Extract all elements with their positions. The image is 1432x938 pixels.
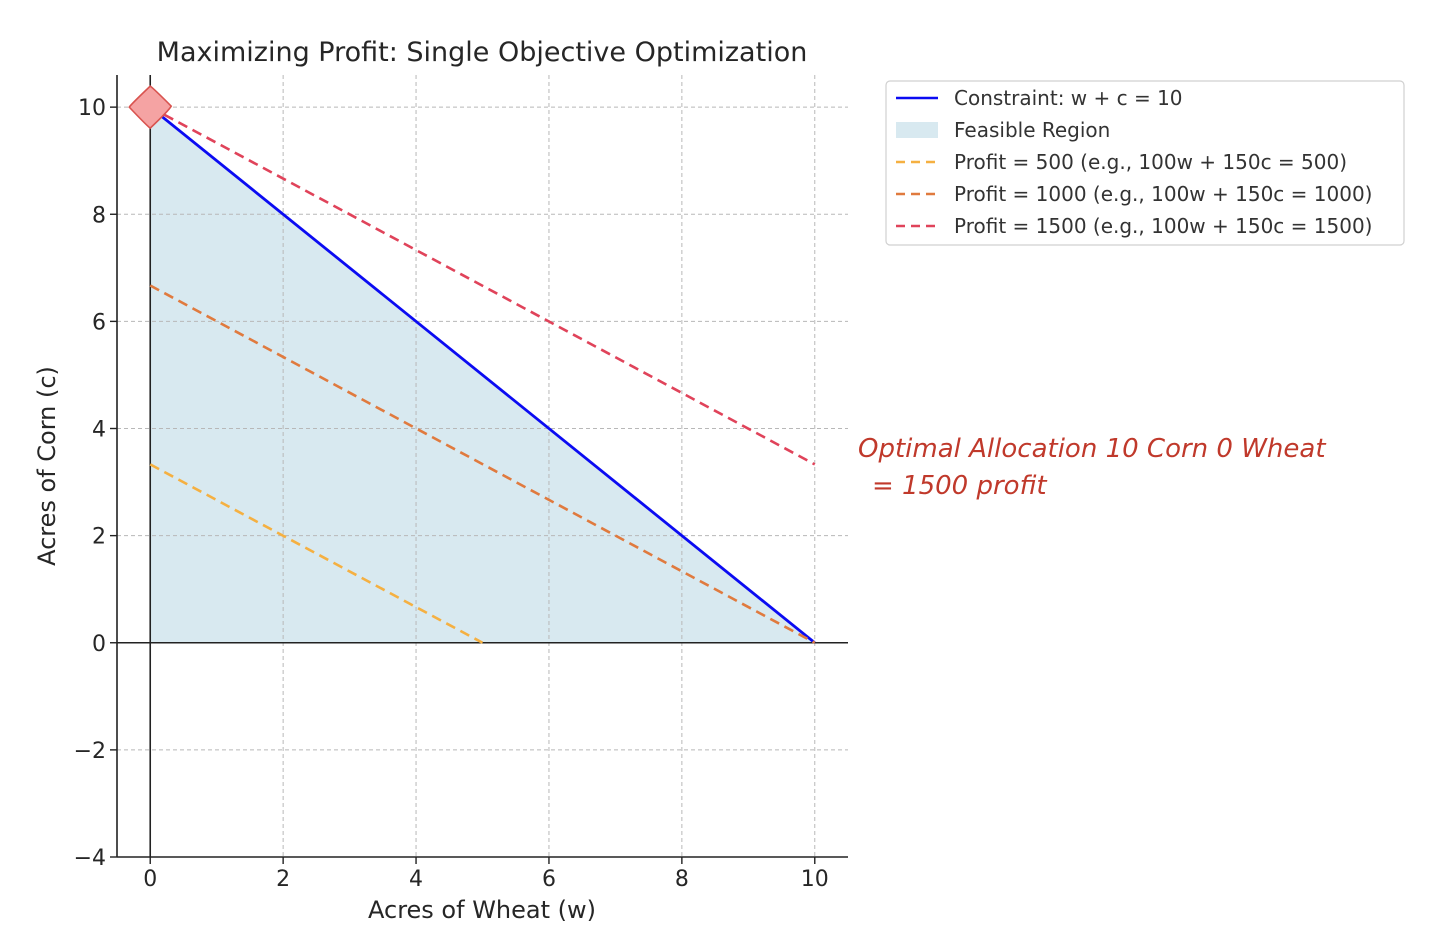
series-line-3 bbox=[149, 105, 816, 466]
y-tick-label: −4 bbox=[74, 846, 106, 871]
y-axis-label: Acres of Corn (c) bbox=[33, 366, 61, 566]
x-axis-label: Acres of Wheat (w) bbox=[368, 896, 596, 924]
legend-label-2: Profit = 500 (e.g., 100w + 150c = 500) bbox=[954, 150, 1347, 174]
legend-frame bbox=[885, 80, 1405, 246]
y-tick-label: 8 bbox=[92, 203, 106, 228]
annotation-line-1: Optimal Allocation 10 Corn 0 Wheat bbox=[858, 434, 1326, 464]
x-tick-label: 10 bbox=[801, 867, 829, 892]
x-tick-label: 6 bbox=[542, 867, 556, 892]
y-tick-label: 6 bbox=[92, 310, 106, 335]
y-tick-label: 4 bbox=[92, 418, 106, 443]
x-tick-label: 0 bbox=[143, 867, 157, 892]
series-line-2 bbox=[149, 284, 816, 644]
series-line-0 bbox=[149, 106, 816, 644]
y-tick-label: 2 bbox=[92, 525, 106, 550]
y-tick-label: 10 bbox=[78, 96, 106, 121]
legend-label-3: Profit = 1000 (e.g., 100w + 150c = 1000) bbox=[954, 182, 1372, 206]
x-tick-label: 4 bbox=[409, 867, 423, 892]
x-tick-label: 2 bbox=[276, 867, 290, 892]
y-tick-label: 0 bbox=[92, 632, 106, 657]
plot-area: 0 2 4 6 8 10 −4 −2 0 2 4 6 8 10 bbox=[74, 75, 848, 892]
chart-title: Maximizing Profit: Single Objective Opti… bbox=[157, 37, 808, 68]
legend: Constraint: w + c = 10 Feasible Region Pro… bbox=[885, 80, 1405, 246]
legend-label-1: Feasible Region bbox=[954, 118, 1110, 142]
x-tick-label: 8 bbox=[675, 867, 689, 892]
legend-swatch-1 bbox=[896, 122, 938, 138]
optimal-point-marker bbox=[128, 85, 173, 130]
y-tick-label: −2 bbox=[74, 739, 106, 764]
legend-label-0: Constraint: w + c = 10 bbox=[954, 86, 1183, 110]
legend-label-4: Profit = 1500 (e.g., 100w + 150c = 1500) bbox=[954, 214, 1372, 238]
annotation-line-2: = 1500 profit bbox=[872, 471, 1047, 501]
